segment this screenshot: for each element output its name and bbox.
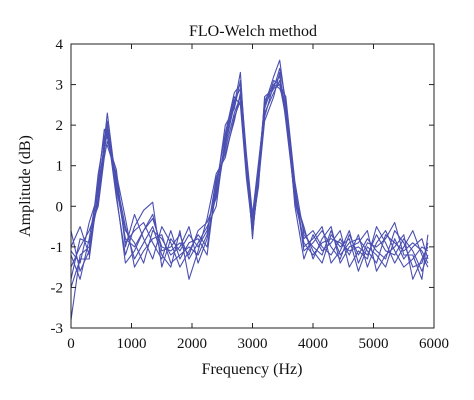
y-tick-label: 4	[56, 37, 64, 53]
y-tick-label: 1	[56, 159, 64, 175]
x-tick-label: 5000	[359, 336, 389, 352]
series-line-4	[70, 79, 429, 272]
y-tick-label: -1	[51, 240, 64, 256]
y-tick-label: 3	[56, 78, 64, 94]
series-line-8	[70, 84, 429, 288]
y-tick-label: 0	[56, 199, 64, 215]
x-tick-label: 1000	[117, 336, 147, 352]
x-axis: 0 1000 2000 3000 4000 5000 6000	[67, 44, 449, 352]
series-lines	[70, 59, 429, 320]
x-tick-label: 4000	[298, 336, 328, 352]
y-tick-label: -3	[51, 321, 64, 337]
x-tick-label: 2000	[177, 336, 207, 352]
chart-title: FLO-Welch method	[189, 23, 317, 40]
plot-frame	[70, 43, 435, 329]
y-axis-title: Amplitude (dB)	[17, 135, 34, 237]
x-tick-label: 3000	[238, 336, 268, 352]
y-tick-label: 2	[56, 118, 64, 134]
y-axis: -3 -2 -1 0 1 2 3 4	[51, 37, 434, 337]
x-axis-title: Frequency (Hz)	[202, 361, 303, 378]
x-tick-label: 6000	[419, 336, 449, 352]
y-tick-label: -2	[51, 280, 64, 296]
x-tick-label: 0	[67, 336, 75, 352]
